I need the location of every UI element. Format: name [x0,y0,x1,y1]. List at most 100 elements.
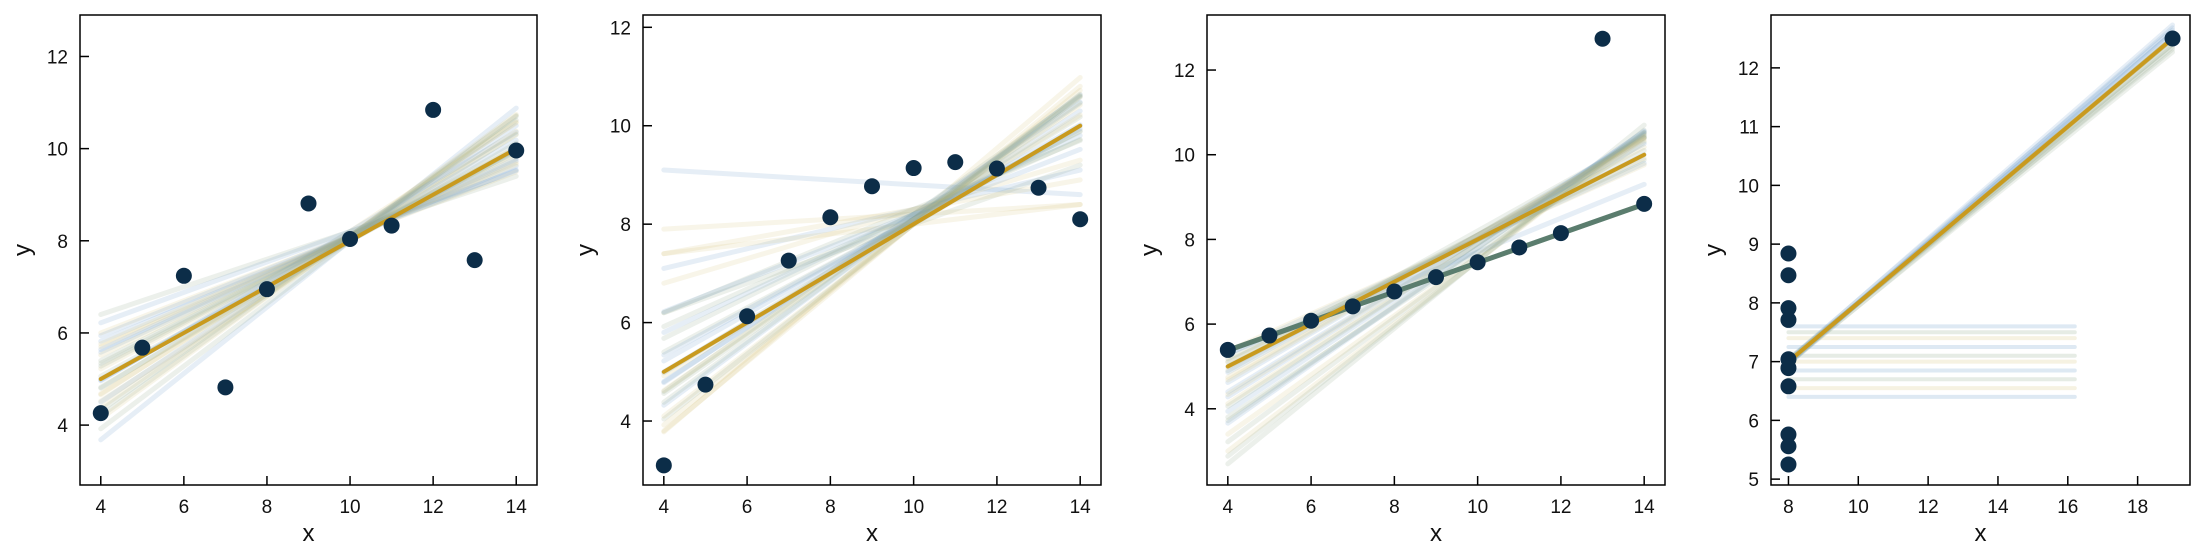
y-tick-label: 12 [47,47,68,68]
bootstrap-line [1225,131,1647,454]
x-tick-label: 4 [95,497,106,518]
bootstrap-line [1225,130,1647,445]
y-tick-label: 6 [620,314,631,335]
x-tick-label: 8 [1783,497,1794,518]
data-point [300,195,317,212]
bootstrap-line [1225,131,1647,400]
bootstrap-line [1225,122,1647,467]
axes-frame [79,14,538,486]
bootstrap-line [98,112,519,422]
fit-line [98,146,519,382]
y-tick-label: 4 [620,412,631,433]
bootstrap-line [1225,135,1647,437]
chart-panel-2: 4 6 8 10 12 14 4 6 8 10 12 x y [572,14,1102,547]
x-tick-label: 12 [1918,497,1939,518]
x-tick-label: 10 [1848,497,1869,518]
x-tick-label: 6 [179,497,190,518]
data-point [1386,283,1403,300]
bootstrap-line [98,159,519,350]
chart-panel-3: 4 6 8 10 12 14 4 6 8 10 12 x y [1136,14,1666,547]
data-point [1780,456,1797,473]
data-point [780,252,797,269]
x-tick-label: 8 [262,497,273,518]
y-tick-label: 5 [1748,470,1759,491]
bootstrap-line [98,120,519,398]
x-tick-label: 10 [1467,497,1488,518]
y-tick-label: 8 [1184,230,1195,251]
data-point [508,142,525,159]
x-tick-label: 6 [1306,497,1317,518]
data-point [988,160,1005,177]
bootstrap-line [1785,22,2176,364]
data-point [1511,239,1528,256]
data-point [1780,438,1797,455]
bootstrap-line [98,158,519,353]
data-point [739,308,756,325]
data-point [1780,267,1797,284]
x-tick-label: 6 [742,497,753,518]
x-tick-label: 12 [986,497,1007,518]
data-point [1344,298,1361,315]
data-point [1219,341,1236,358]
plot-area [98,105,519,443]
data-point [864,178,880,195]
data-point [655,457,672,474]
x-axis-label: x [1975,520,1987,547]
y-tick-label: 4 [1184,400,1195,421]
y-tick-label: 6 [57,324,68,345]
y-tick-label: 4 [57,416,68,437]
data-point [822,209,839,226]
y-tick-label: 10 [610,117,631,138]
y-tick-label: 8 [620,215,631,236]
data-point [1780,245,1797,262]
bootstrap-line [661,146,1083,315]
bootstrap-line [661,177,1083,257]
bootstrap-line [98,113,519,419]
bootstrap-line [661,157,1083,286]
data-point [1261,327,1278,344]
bootstrap-line [1225,162,1647,354]
bootstrap-line [1225,141,1647,375]
bootstrap-line [98,169,519,336]
bootstrap-line [661,201,1083,232]
axes-frame [1770,14,2191,486]
data-point [1072,211,1089,228]
plot-area [661,75,1083,435]
data-point [217,379,234,396]
fit-line [1786,36,2175,364]
bootstrap-line [98,105,519,443]
bootstrap-line [661,91,1083,422]
y-axis-label: y [1136,244,1163,256]
x-tick-label: 16 [2057,497,2078,518]
bootstrap-line [98,173,519,318]
y-tick-label: 8 [57,232,68,253]
x-tick-label: 12 [423,497,444,518]
x-tick-label: 14 [1987,497,2009,518]
x-tick-label: 8 [1389,497,1400,518]
data-point [175,267,192,284]
bootstrap-line [661,162,1083,316]
data-point [134,339,151,356]
x-axis-label: x [866,520,878,547]
bootstrap-line [98,112,519,432]
data-point [1552,225,1569,242]
y-tick-label: 7 [1748,353,1759,374]
data-point [1780,300,1797,317]
bootstrap-line [661,93,1083,419]
x-tick-label: 14 [1634,497,1656,518]
bootstrap-line [661,93,1083,394]
y-tick-label: 12 [610,18,631,39]
bootstrap-line [1225,127,1647,459]
bootstrap-line [98,163,519,344]
plot-area [1785,22,2176,399]
y-tick-label: 10 [1738,176,1759,197]
bootstrap-line [661,122,1083,364]
data-point [1594,30,1611,47]
bootstrap-line [1785,27,2176,363]
data-point [383,217,400,234]
y-tick-label: 6 [1748,411,1759,432]
bootstrap-line [661,137,1083,316]
x-axis-label: x [1430,520,1442,547]
bootstrap-line [1785,49,2176,365]
data-point [1780,311,1797,328]
